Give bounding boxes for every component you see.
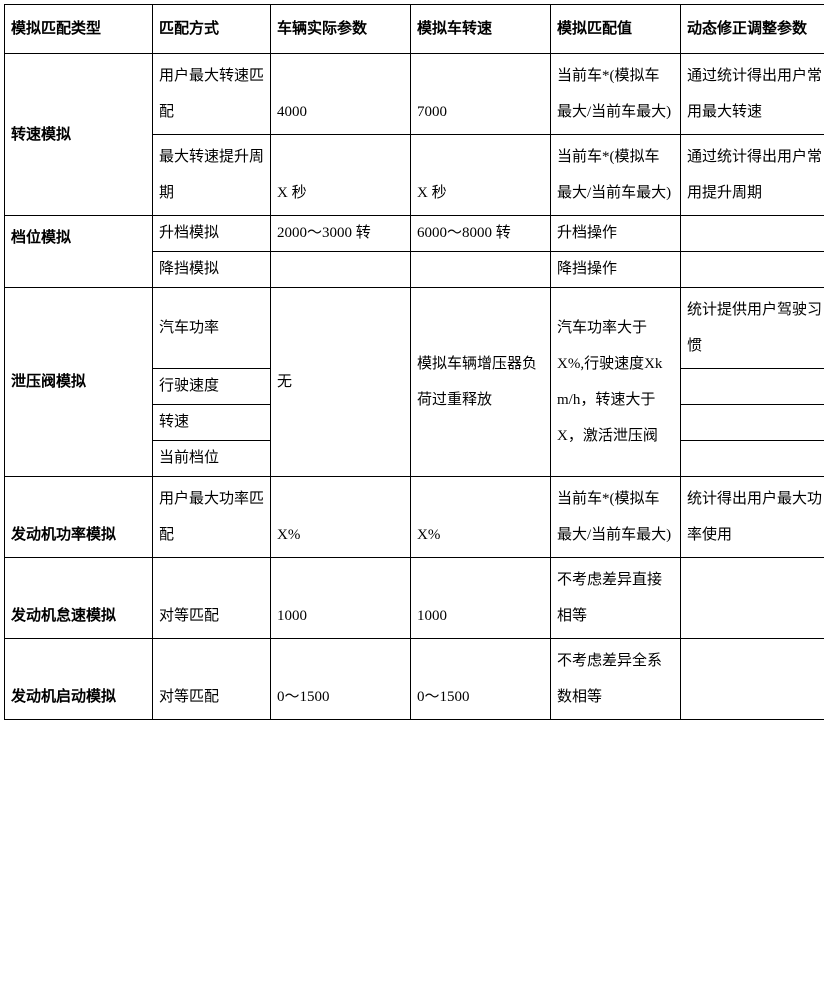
- cell: 转速: [153, 405, 271, 441]
- table-row: 发动机怠速模拟 对等匹配 1000 1000 不考虑差异直接相等: [5, 558, 824, 639]
- table-row: 泄压阀模拟 汽车功率 无 模拟车辆增压器负荷过重释放 汽车功率大于X%,行驶速度…: [5, 288, 824, 369]
- col-real-param: 车辆实际参数: [271, 5, 411, 54]
- cell: 最大转速提升周期: [153, 135, 271, 216]
- cell: 对等匹配: [153, 558, 271, 639]
- cell: 1000: [411, 558, 551, 639]
- col-dyn-adjust: 动态修正调整参数: [681, 5, 824, 54]
- col-match-mode: 匹配方式: [153, 5, 271, 54]
- cell: 当前车*(模拟车最大/当前车最大): [551, 135, 681, 216]
- col-sim-value: 模拟匹配值: [551, 5, 681, 54]
- cell: [681, 639, 824, 720]
- cell: [681, 369, 824, 405]
- cell: 7000: [411, 54, 551, 135]
- cell: [681, 558, 824, 639]
- cell: 升档模拟: [153, 216, 271, 252]
- table-row: 发动机功率模拟 用户最大功率匹配 X% X% 当前车*(模拟车最大/当前车最大)…: [5, 477, 824, 558]
- table-row: 档位模拟 升档模拟 2000～3000 转 6000～8000 转 升档操作: [5, 216, 824, 252]
- cell: X 秒: [411, 135, 551, 216]
- cell: 降挡操作: [551, 252, 681, 288]
- cell: 0～1500: [271, 639, 411, 720]
- cell: 汽车功率: [153, 288, 271, 369]
- cell-gear-sim: 档位模拟: [5, 216, 153, 288]
- col-sim-type: 模拟匹配类型: [5, 5, 153, 54]
- cell: 降挡模拟: [153, 252, 271, 288]
- table-container: 模拟匹配类型 匹配方式 车辆实际参数 模拟车转速 模拟匹配值 动态修正调整参数 …: [0, 0, 824, 724]
- cell: 统计得出用户最大功率使用: [681, 477, 824, 558]
- table-row: 发动机启动模拟 对等匹配 0～1500 0～1500 不考虑差异全系数相等: [5, 639, 824, 720]
- cell: 无: [271, 288, 411, 477]
- cell: 不考虑差异全系数相等: [551, 639, 681, 720]
- col-sim-rpm: 模拟车转速: [411, 5, 551, 54]
- cell: X 秒: [271, 135, 411, 216]
- cell: 用户最大转速匹配: [153, 54, 271, 135]
- cell: 0～1500: [411, 639, 551, 720]
- cell: 通过统计得出用户常用提升周期: [681, 135, 824, 216]
- cell: 当前车*(模拟车最大/当前车最大): [551, 477, 681, 558]
- cell-relief-valve-sim: 泄压阀模拟: [5, 288, 153, 477]
- cell: 2000～3000 转: [271, 216, 411, 252]
- cell: [271, 252, 411, 288]
- table-row: 转速模拟 用户最大转速匹配 4000 7000 当前车*(模拟车最大/当前车最大…: [5, 54, 824, 135]
- cell: 通过统计得出用户常用最大转速: [681, 54, 824, 135]
- cell: [681, 441, 824, 477]
- cell: 升档操作: [551, 216, 681, 252]
- simulation-params-table: 模拟匹配类型 匹配方式 车辆实际参数 模拟车转速 模拟匹配值 动态修正调整参数 …: [4, 4, 824, 720]
- cell: 统计提供用户驾驶习惯: [681, 288, 824, 369]
- cell: 汽车功率大于X%,行驶速度Xkm/h，转速大于 X，激活泄压阀: [551, 288, 681, 477]
- cell: 不考虑差异直接相等: [551, 558, 681, 639]
- cell: 当前档位: [153, 441, 271, 477]
- cell: [681, 252, 824, 288]
- table-header-row: 模拟匹配类型 匹配方式 车辆实际参数 模拟车转速 模拟匹配值 动态修正调整参数: [5, 5, 824, 54]
- cell: [681, 216, 824, 252]
- cell: 4000: [271, 54, 411, 135]
- cell-engine-power-sim: 发动机功率模拟: [5, 477, 153, 558]
- cell: 6000～8000 转: [411, 216, 551, 252]
- cell: 对等匹配: [153, 639, 271, 720]
- cell: 模拟车辆增压器负荷过重释放: [411, 288, 551, 477]
- cell-engine-start-sim: 发动机启动模拟: [5, 639, 153, 720]
- cell: X%: [271, 477, 411, 558]
- cell: 行驶速度: [153, 369, 271, 405]
- cell: [411, 252, 551, 288]
- cell: 1000: [271, 558, 411, 639]
- cell: X%: [411, 477, 551, 558]
- cell: 当前车*(模拟车最大/当前车最大): [551, 54, 681, 135]
- cell: [681, 405, 824, 441]
- cell-engine-idle-sim: 发动机怠速模拟: [5, 558, 153, 639]
- cell-rpm-sim: 转速模拟: [5, 54, 153, 216]
- cell: 用户最大功率匹配: [153, 477, 271, 558]
